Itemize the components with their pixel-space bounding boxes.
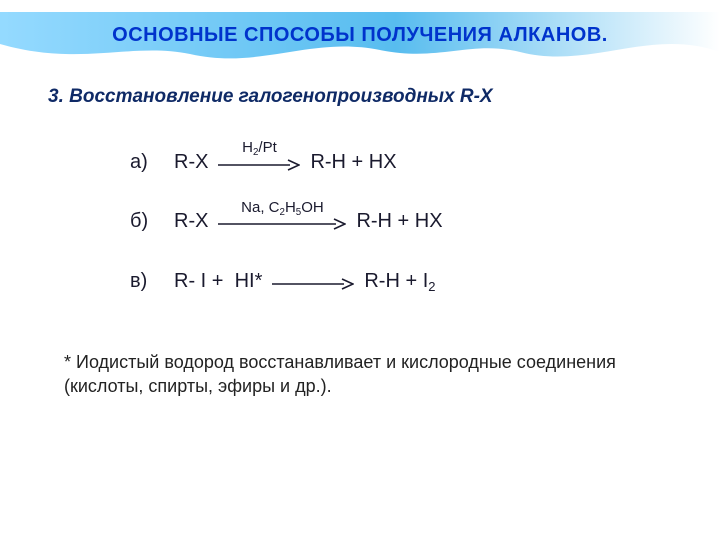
arrow-icon [218,217,346,231]
reaction-label: а) [130,152,174,172]
footnote-text: * Иодистый водород восстанавливает и кис… [64,350,656,399]
reaction-reactant: R- I + HI* [174,271,262,291]
arrow-icon [272,277,354,291]
reaction-condition [311,259,315,276]
reaction-condition: Na, C2H5OH [241,200,324,217]
reaction-label: в) [130,271,174,291]
reaction-list: а)R-XH2/Pt R-H + HXб)R-XNa, C2H5OH R-H +… [130,140,610,319]
arrow-icon [218,158,300,172]
reaction-reactant: R-X [174,211,208,231]
reaction-row: б)R-X Na, C2H5OH R-H + HX [130,200,610,232]
reaction-arrow: H2/Pt [218,140,300,172]
reaction-arrow: Na, C2H5OH [218,200,346,232]
reaction-row: а)R-X H2/Pt R-H + HX [130,140,610,172]
page-title: ОСНОВНЫЕ СПОСОБЫ ПОЛУЧЕНИЯ АЛКАНОВ. [0,24,720,47]
reaction-arrow [272,259,354,291]
reaction-row: в)R- I + HI* R-H + I2 [130,259,610,291]
reaction-reactant: R-X [174,152,208,172]
reaction-product: R-H + I2 [364,271,435,291]
reaction-product: R-H + HX [356,211,442,231]
reaction-condition: H2/Pt [242,140,277,157]
section-subtitle: 3. Восстановление галогенопроизводных R-… [48,86,493,108]
reaction-product: R-H + HX [310,152,396,172]
reaction-label: б) [130,211,174,231]
